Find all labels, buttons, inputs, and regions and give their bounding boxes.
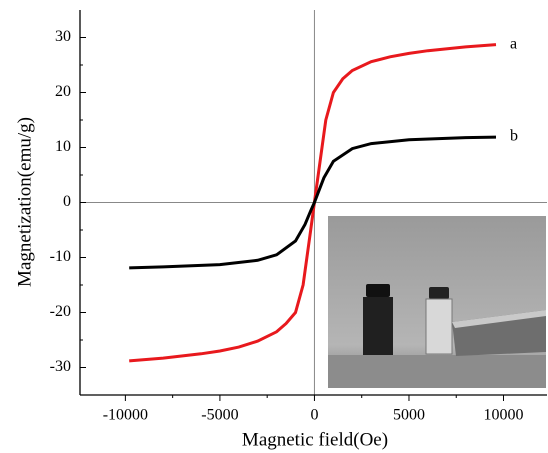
y-tick-label: 10	[55, 138, 71, 155]
y-tick-label: 0	[63, 193, 71, 210]
series-label: b	[510, 128, 518, 145]
x-tick-label: 10000	[484, 407, 524, 424]
inset-photo	[328, 216, 546, 388]
y-axis-label: Magnetization(emu/g)	[14, 117, 35, 287]
y-tick-label: -30	[50, 358, 71, 375]
curve	[129, 135, 497, 270]
x-axis-label: Magnetic field(Oe)	[242, 429, 388, 450]
x-tick-label: 0	[310, 407, 318, 424]
x-tick-label: -10000	[103, 407, 148, 424]
y-tick-label: 30	[55, 28, 71, 45]
series-label: a	[510, 35, 517, 52]
x-tick-label: -5000	[201, 407, 238, 424]
y-tick-label: 20	[55, 83, 71, 100]
x-tick-label: 5000	[393, 407, 425, 424]
y-tick-label: -20	[50, 303, 71, 320]
y-tick-label: -10	[50, 248, 71, 265]
